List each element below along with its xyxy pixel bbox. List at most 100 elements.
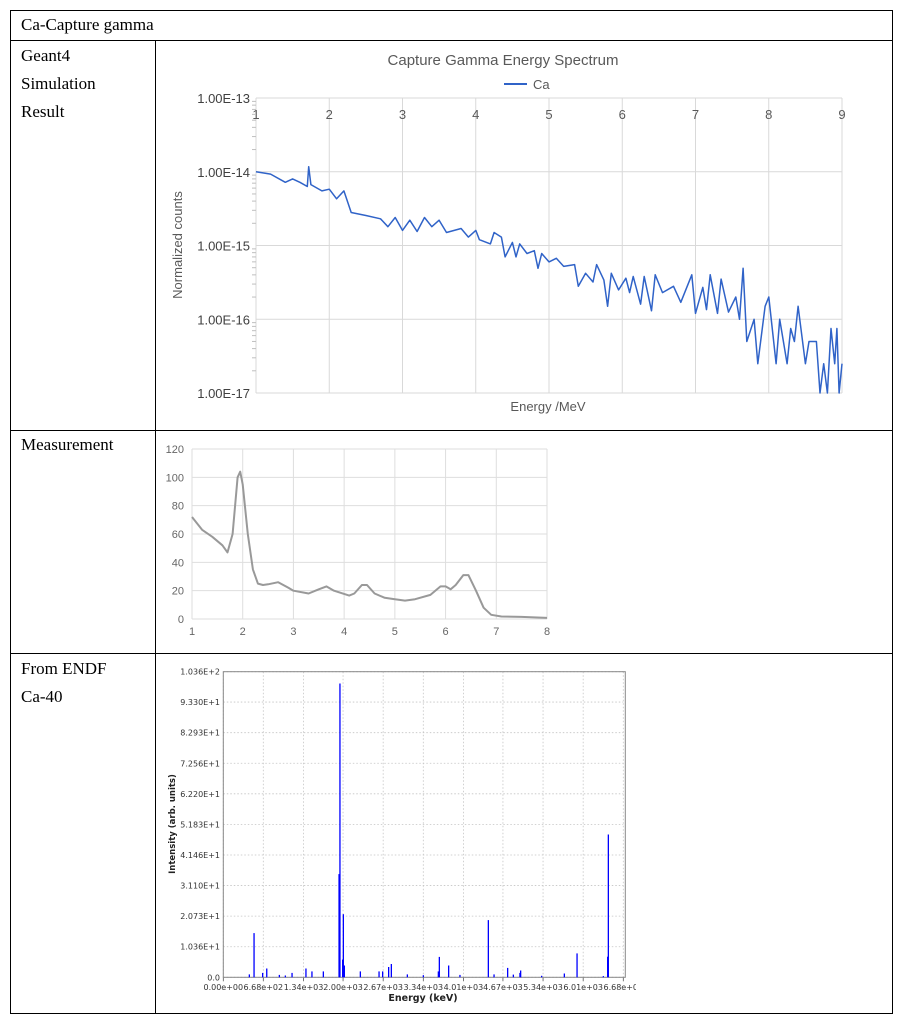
bar: [437, 971, 439, 978]
x-tick-label: 5.34e+03: [523, 983, 563, 992]
simulation-chart: Capture Gamma Energy Spectrum Ca Energy …: [170, 52, 846, 414]
x-tick-label: 8: [765, 107, 772, 122]
row-label-simulation: Geant4 Simulation Result: [21, 46, 96, 121]
bar: [438, 956, 440, 978]
row-label-endf: From ENDF Ca-40: [21, 659, 107, 706]
y-axis-label: Intensity (arb. units): [168, 774, 178, 874]
y-tick-label: 7.256E+1: [180, 759, 220, 768]
y-tick-label: 8.293E+1: [180, 729, 220, 738]
bar: [338, 874, 340, 978]
endf-chart: Energy (keV) Intensity (arb. units) 0.00…: [168, 668, 643, 1004]
y-tick-label: 1.00E-17: [197, 386, 250, 401]
bar: [390, 964, 392, 978]
y-tick-label: 1.036E+1: [180, 943, 220, 952]
x-tick-label: 6: [443, 626, 449, 638]
plot-frame: [222, 671, 626, 978]
bar: [342, 959, 344, 978]
x-tick-label: 8: [544, 626, 550, 638]
bar: [253, 933, 255, 978]
series-line: [191, 470, 548, 619]
y-tick-label: 9.330E+1: [180, 698, 220, 707]
x-tick-label: 0.00e+00: [203, 983, 243, 992]
table-border-top: [10, 10, 893, 11]
bar: [378, 971, 380, 978]
bar: [359, 971, 361, 978]
bar: [519, 972, 521, 978]
x-tick-label: 1.34e+03: [284, 983, 324, 992]
legend-label: Ca: [533, 77, 550, 92]
x-tick-label: 9: [838, 107, 845, 122]
bar: [576, 953, 578, 978]
bar: [520, 970, 522, 978]
x-tick-label: 6: [619, 107, 626, 122]
x-tick-label: 3: [290, 626, 296, 638]
x-tick-label: 3: [399, 107, 406, 122]
y-tick-label: 1.00E-14: [197, 165, 250, 180]
table-border-right: [892, 10, 893, 1014]
bar: [512, 974, 514, 978]
bar: [322, 971, 324, 978]
x-tick-label: 3.34e+03: [403, 983, 443, 992]
table-divider: [10, 653, 893, 654]
x-tick-label: 4: [472, 107, 479, 122]
bar: [382, 971, 384, 978]
bar: [563, 973, 565, 978]
x-tick-label: 2: [326, 107, 333, 122]
y-axis-label: Normalized counts: [170, 191, 185, 299]
x-tick-label: 6.68e+03: [603, 983, 643, 992]
y-tick-label: 1.00E-15: [197, 239, 250, 254]
x-tick-label: 1: [189, 626, 195, 638]
bar: [278, 974, 280, 978]
table-column-divider: [155, 40, 156, 1014]
y-tick-label: 60: [172, 529, 184, 541]
x-tick-label: 6.01e+03: [563, 983, 603, 992]
x-tick-label: 7: [692, 107, 699, 122]
bar: [284, 975, 286, 978]
chart-title: Capture Gamma Energy Spectrum: [388, 52, 619, 69]
y-tick-label: 1.036E+2: [180, 668, 220, 677]
bar: [507, 967, 509, 978]
table-divider: [10, 40, 893, 41]
bar: [342, 914, 344, 978]
bar: [487, 920, 489, 978]
y-tick-label: 1.00E-13: [197, 91, 250, 106]
table-header: Ca-Capture gamma: [21, 15, 154, 34]
bar: [388, 967, 390, 978]
y-tick-label: 3.110E+1: [180, 882, 220, 891]
bar: [248, 974, 250, 978]
y-tick-label: 6.220E+1: [180, 790, 220, 799]
x-axis-label: Energy /MeV: [510, 399, 585, 414]
bar: [311, 971, 313, 978]
bar: [541, 975, 543, 978]
x-tick-label: 5: [392, 626, 398, 638]
bar: [343, 965, 345, 978]
y-tick-label: 4.146E+1: [180, 851, 220, 860]
table-divider: [10, 430, 893, 431]
y-tick-label: 20: [172, 586, 184, 598]
x-tick-label: 4: [341, 626, 347, 638]
bar: [422, 975, 424, 978]
row-label-measurement: Measurement: [21, 435, 114, 454]
bar: [266, 968, 268, 978]
x-axis-label: Energy (keV): [388, 993, 457, 1004]
table-border-bottom: [10, 1013, 893, 1014]
y-tick-label: 100: [166, 472, 184, 484]
y-tick-label: 1.00E-16: [197, 312, 250, 327]
y-tick-label: 5.183E+1: [180, 820, 220, 829]
x-tick-label: 2.67e+03: [363, 983, 403, 992]
bar: [406, 974, 408, 978]
y-tick-label: 120: [166, 444, 184, 456]
bar: [607, 834, 609, 978]
bar: [339, 683, 341, 978]
bar: [607, 956, 609, 978]
bar: [493, 974, 495, 978]
bar: [291, 972, 293, 978]
bar: [602, 976, 604, 978]
x-tick-label: 2: [240, 626, 246, 638]
x-tick-label: 5: [545, 107, 552, 122]
x-tick-label: 6.68e+02: [243, 983, 283, 992]
bar: [262, 972, 264, 978]
